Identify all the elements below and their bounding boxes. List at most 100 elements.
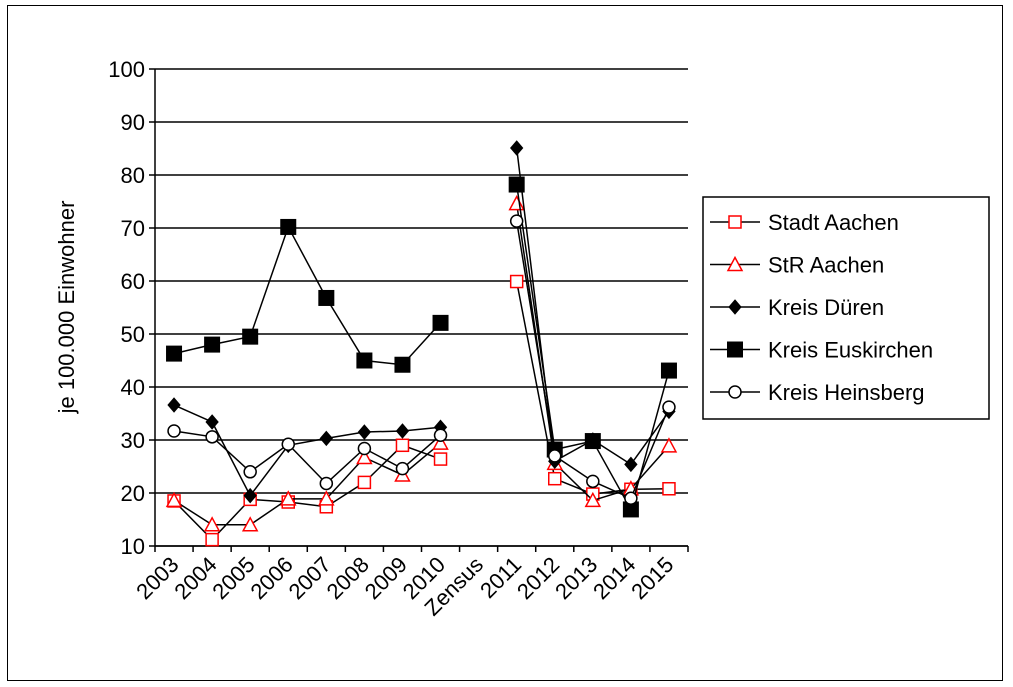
data-point bbox=[548, 471, 562, 486]
data-point bbox=[319, 476, 334, 491]
legend-item: Kreis Düren bbox=[710, 295, 884, 320]
data-point bbox=[165, 491, 183, 508]
data-point bbox=[660, 437, 678, 453]
x-tick-label: 2009 bbox=[360, 552, 412, 604]
data-point bbox=[205, 532, 219, 547]
data-point bbox=[548, 449, 562, 463]
x-tick-label: 2015 bbox=[626, 552, 678, 604]
legend-box bbox=[702, 196, 990, 420]
data-point bbox=[203, 516, 221, 532]
x-tick-label: 2012 bbox=[512, 552, 564, 604]
data-point bbox=[204, 336, 221, 353]
data-point bbox=[357, 441, 372, 456]
series-4 bbox=[167, 214, 676, 506]
x-tick-label: 2008 bbox=[322, 552, 374, 604]
legend-marker bbox=[728, 215, 742, 229]
legend-marker bbox=[728, 299, 742, 315]
legend-label: Kreis Heinsberg bbox=[768, 380, 925, 405]
series-line bbox=[173, 430, 442, 485]
x-tick-label: 2013 bbox=[550, 552, 602, 604]
data-point bbox=[281, 437, 295, 451]
legend-label: Stadt Aachen bbox=[768, 210, 899, 235]
x-tick-label: 2006 bbox=[245, 552, 297, 604]
data-point bbox=[508, 176, 525, 193]
legend-item: Kreis Euskirchen bbox=[710, 338, 933, 363]
legend-item: StR Aachen bbox=[710, 253, 884, 278]
gridlines bbox=[149, 68, 688, 547]
data-point bbox=[433, 452, 448, 466]
data-point bbox=[357, 475, 372, 490]
series-layer bbox=[165, 140, 678, 547]
series-line bbox=[515, 147, 670, 466]
data-point bbox=[279, 490, 297, 506]
data-point bbox=[624, 491, 638, 506]
y-tick-label: 90 bbox=[121, 110, 145, 135]
data-point bbox=[394, 356, 411, 373]
y-tick-label: 50 bbox=[121, 322, 145, 347]
data-point bbox=[356, 448, 373, 465]
series-1 bbox=[165, 195, 678, 532]
x-tick-label: 2004 bbox=[169, 552, 221, 604]
data-point bbox=[395, 438, 410, 453]
data-point bbox=[584, 433, 601, 450]
legend-marker bbox=[727, 341, 743, 358]
data-point bbox=[584, 491, 602, 508]
y-tick-labels: 10 20 30 40 50 60 70 80 90 100 bbox=[108, 57, 145, 559]
series-3 bbox=[166, 176, 677, 518]
y-tick-label: 40 bbox=[121, 375, 145, 400]
legend-item: Kreis Heinsberg bbox=[710, 380, 925, 405]
data-point bbox=[432, 434, 449, 450]
data-point bbox=[280, 218, 297, 235]
y-tick-label: 80 bbox=[121, 163, 145, 188]
data-point bbox=[433, 428, 448, 442]
data-point bbox=[166, 345, 183, 362]
data-point bbox=[319, 430, 333, 447]
data-point bbox=[662, 400, 676, 414]
y-tick-label: 60 bbox=[121, 269, 145, 294]
data-point bbox=[242, 328, 259, 345]
data-point bbox=[318, 490, 335, 506]
data-point bbox=[356, 352, 373, 369]
legend-label: StR Aachen bbox=[768, 253, 884, 278]
x-tick-labels: 20032004200520062007200820092010Zensus20… bbox=[131, 552, 678, 621]
data-point bbox=[243, 487, 257, 504]
data-point bbox=[241, 516, 259, 532]
data-point bbox=[243, 465, 257, 479]
x-tick-label: 2005 bbox=[207, 552, 259, 604]
y-tick-label: 70 bbox=[121, 216, 145, 241]
data-point bbox=[167, 397, 181, 413]
legend-marker bbox=[726, 255, 744, 272]
x-tick-label: 2014 bbox=[588, 552, 640, 604]
y-axis-label: je 100.000 Einwohner bbox=[54, 201, 79, 415]
legend-label: Kreis Düren bbox=[768, 295, 884, 320]
data-point bbox=[205, 414, 219, 430]
axes bbox=[154, 69, 689, 552]
y-tick-label: 100 bbox=[108, 57, 145, 82]
data-point bbox=[205, 430, 219, 444]
y-tick-label: 30 bbox=[121, 428, 145, 453]
data-point bbox=[432, 314, 449, 331]
data-point bbox=[624, 456, 638, 473]
series-line bbox=[173, 442, 442, 526]
data-point bbox=[586, 474, 600, 489]
data-point bbox=[662, 482, 676, 496]
data-point bbox=[357, 424, 372, 440]
y-tick-label: 10 bbox=[121, 534, 145, 559]
data-point bbox=[509, 214, 524, 228]
data-point bbox=[318, 289, 335, 306]
data-point bbox=[509, 274, 524, 289]
data-point bbox=[395, 461, 410, 476]
y-tick-label: 20 bbox=[121, 481, 145, 506]
data-point bbox=[167, 424, 181, 438]
x-tick-label: 2003 bbox=[131, 552, 183, 604]
data-point bbox=[508, 195, 525, 211]
x-tick-label: 2011 bbox=[475, 552, 526, 603]
x-tick-label: 2007 bbox=[284, 552, 336, 604]
legend: Stadt Aachen StR Aachen Kreis Düren Kreis E… bbox=[702, 196, 990, 420]
data-point bbox=[510, 140, 524, 156]
legend-item: Stadt Aachen bbox=[710, 210, 899, 235]
legend-label: Kreis Euskirchen bbox=[768, 338, 933, 363]
data-point bbox=[660, 362, 677, 379]
legend-marker bbox=[728, 385, 742, 399]
